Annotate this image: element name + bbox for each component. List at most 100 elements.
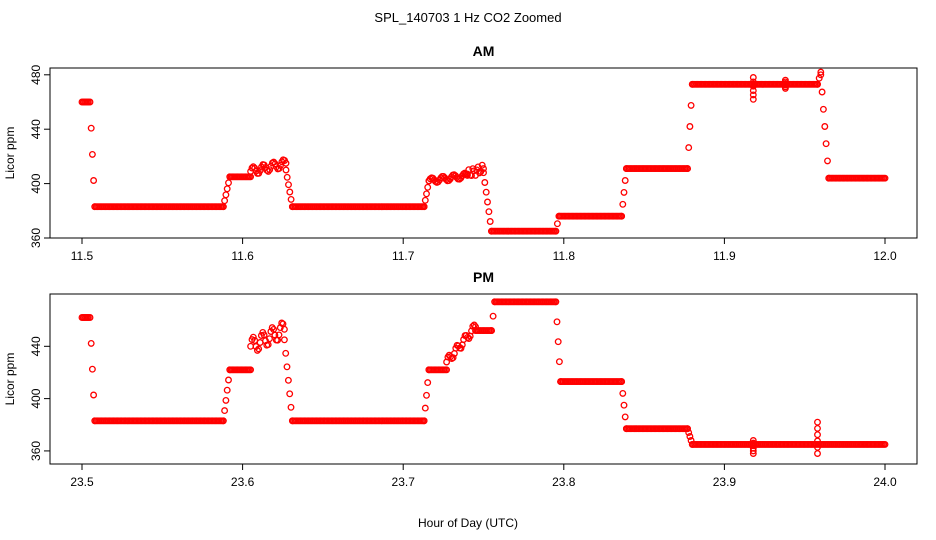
data-point xyxy=(420,203,428,211)
data-point xyxy=(822,140,830,148)
data-point xyxy=(282,166,290,174)
data-point xyxy=(256,167,264,175)
data-point xyxy=(86,98,94,106)
data-point xyxy=(275,331,283,339)
data-point xyxy=(749,95,757,103)
data-point xyxy=(621,413,629,421)
y-tick-label: 400 xyxy=(29,173,43,193)
y-axis-label: Licor ppm xyxy=(3,127,17,180)
data-point xyxy=(488,327,495,335)
data-point xyxy=(284,376,292,384)
figure-x-axis-label: Hour of Day (UTC) xyxy=(418,516,518,530)
data-point xyxy=(684,425,691,433)
x-tick-label: 23.5 xyxy=(70,475,94,489)
y-tick-label: 480 xyxy=(29,64,43,84)
x-tick-label: 11.6 xyxy=(231,249,254,263)
data-point xyxy=(749,78,757,86)
data-point xyxy=(814,443,821,451)
data-point xyxy=(814,437,821,445)
data-point xyxy=(486,218,494,225)
data-point xyxy=(814,450,821,457)
data-point xyxy=(554,338,562,346)
data-point xyxy=(684,165,691,173)
data-point xyxy=(814,431,821,439)
data-point xyxy=(620,401,628,409)
data-point xyxy=(280,336,288,344)
data-point xyxy=(824,157,831,165)
data-point xyxy=(222,191,230,199)
data-point xyxy=(219,203,227,211)
data-point xyxy=(423,190,430,198)
data-point xyxy=(478,161,486,169)
data-point xyxy=(247,366,255,374)
data-point xyxy=(618,378,626,386)
data-point xyxy=(222,396,230,404)
data-point xyxy=(443,366,451,374)
data-point xyxy=(819,105,827,113)
plot-frame xyxy=(49,67,918,239)
data-points xyxy=(78,68,889,235)
data-point xyxy=(264,167,272,175)
data-point xyxy=(266,166,274,174)
data-point xyxy=(421,404,429,412)
data-point xyxy=(88,150,96,158)
data-point xyxy=(818,88,826,96)
y-tick-label: 440 xyxy=(29,119,43,139)
data-point xyxy=(552,298,560,306)
data-point xyxy=(87,339,95,347)
data-point xyxy=(814,80,821,88)
data-point xyxy=(87,124,95,132)
panel-title: PM xyxy=(473,269,494,285)
pm-panel: PM Licor ppm 23.5 23.6 23.7 23.8 23.9 24.0 360 40… xyxy=(3,269,918,489)
data-point xyxy=(821,123,829,130)
data-point xyxy=(449,354,457,362)
data-point xyxy=(90,177,98,184)
data-point xyxy=(686,433,694,440)
figure-title: SPL_140703 1 Hz CO2 Zoomed xyxy=(374,10,561,25)
data-point xyxy=(286,390,294,398)
data-point xyxy=(223,185,231,193)
data-point xyxy=(424,379,432,387)
data-point xyxy=(817,68,825,76)
data-point xyxy=(881,174,889,182)
data-point xyxy=(489,312,497,320)
data-point xyxy=(621,177,629,184)
data-point xyxy=(814,418,821,426)
data-point xyxy=(482,188,490,196)
data-point xyxy=(225,376,232,384)
data-point xyxy=(476,169,483,177)
data-point xyxy=(481,179,489,186)
data-point xyxy=(749,437,757,444)
data-point xyxy=(553,318,561,326)
x-tick-label: 23.7 xyxy=(392,475,416,489)
x-tick-label: 23.9 xyxy=(713,475,737,489)
data-point xyxy=(618,212,626,220)
data-point xyxy=(219,417,227,425)
data-point xyxy=(225,179,232,187)
data-point xyxy=(263,166,271,174)
data-point xyxy=(881,440,889,448)
am-panel: AM Licor ppm 11.5 11.6 11.7 11.8 11.9 12.0 360 40… xyxy=(3,43,918,263)
data-points xyxy=(78,298,889,457)
x-tick-label: 12.0 xyxy=(873,249,897,263)
data-point xyxy=(619,389,627,397)
data-point xyxy=(249,333,257,341)
data-point xyxy=(223,386,231,394)
panel-title: AM xyxy=(473,43,495,59)
data-point xyxy=(781,76,789,84)
plot-frame xyxy=(49,293,918,465)
x-tick-label: 11.8 xyxy=(553,249,576,263)
data-point xyxy=(420,417,428,425)
data-point xyxy=(283,173,291,181)
data-point xyxy=(619,200,627,208)
x-tick-label: 23.6 xyxy=(231,475,255,489)
data-point xyxy=(480,165,487,173)
data-point xyxy=(817,71,825,79)
data-point xyxy=(749,82,757,90)
data-point xyxy=(287,403,295,411)
data-point xyxy=(280,325,288,333)
data-point xyxy=(485,208,493,216)
data-point xyxy=(552,227,560,235)
data-point xyxy=(686,123,694,130)
